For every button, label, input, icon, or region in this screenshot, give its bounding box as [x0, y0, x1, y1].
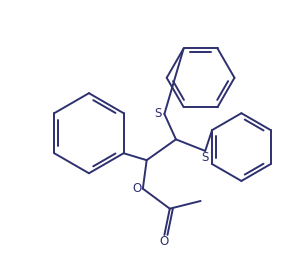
Text: O: O — [160, 235, 169, 248]
Text: S: S — [202, 151, 209, 164]
Text: O: O — [132, 182, 141, 195]
Text: S: S — [155, 107, 162, 120]
